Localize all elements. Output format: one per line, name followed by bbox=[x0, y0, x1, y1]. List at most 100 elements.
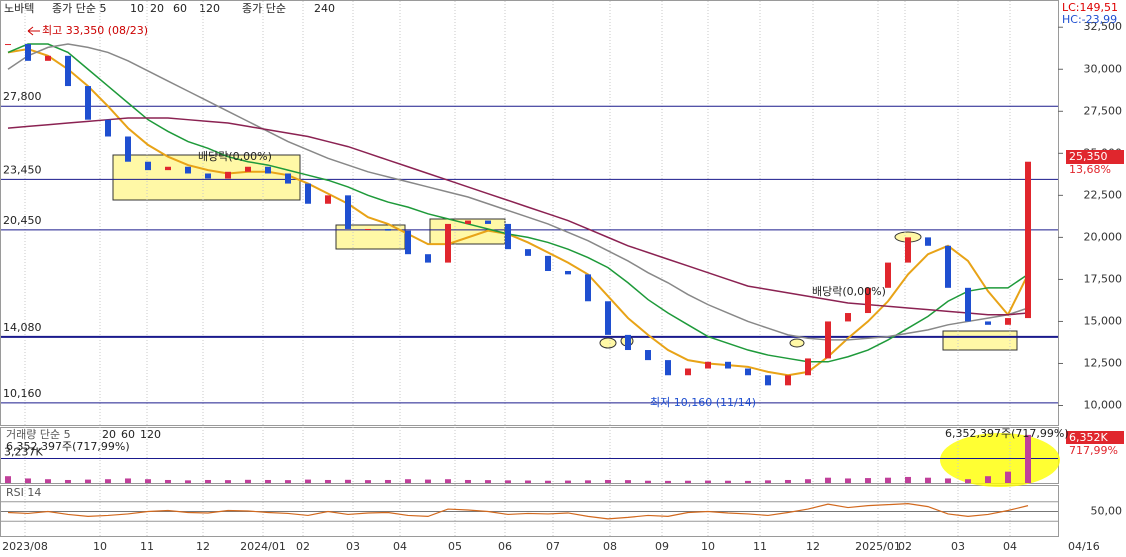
volume-bar bbox=[825, 477, 831, 483]
candle bbox=[665, 360, 671, 376]
x-tick-label: 10 bbox=[701, 540, 715, 553]
candle bbox=[925, 237, 931, 246]
x-tick-label: 09 bbox=[655, 540, 669, 553]
change: 13,68% bbox=[1069, 163, 1111, 176]
candle bbox=[265, 166, 271, 174]
volume-bar bbox=[985, 476, 991, 483]
candle bbox=[525, 249, 531, 256]
candle bbox=[905, 237, 911, 263]
candle bbox=[685, 368, 691, 376]
level-label: 14,080 bbox=[3, 321, 42, 334]
volume-badge bbox=[1066, 431, 1124, 444]
rsi-line bbox=[7, 503, 1029, 520]
volume-bar bbox=[365, 480, 371, 483]
level-label: 23,450 bbox=[3, 163, 42, 176]
candle bbox=[105, 119, 111, 137]
volume-period: 20 bbox=[102, 428, 116, 441]
candle bbox=[745, 368, 751, 376]
volume-bar bbox=[645, 480, 651, 483]
x-tick-label: 11 bbox=[753, 540, 767, 553]
rsi-header: RSI 14 bbox=[6, 486, 41, 499]
ma-line bbox=[7, 117, 1029, 316]
candle bbox=[825, 321, 831, 359]
x-tick-label: 04 bbox=[393, 540, 407, 553]
candle bbox=[165, 166, 171, 171]
volume-bar bbox=[745, 480, 751, 483]
volume-bar bbox=[525, 480, 531, 483]
volume-bar bbox=[45, 479, 51, 483]
candle bbox=[545, 255, 551, 272]
candle bbox=[945, 245, 951, 288]
candle bbox=[45, 55, 51, 61]
volume-bar bbox=[965, 479, 971, 483]
volume-bar bbox=[5, 476, 11, 483]
candle bbox=[445, 223, 451, 263]
volume-bar bbox=[265, 479, 271, 483]
x-tick-label: 05 bbox=[448, 540, 462, 553]
volume-bar bbox=[285, 480, 291, 483]
x-tick-label: 06 bbox=[498, 540, 512, 553]
x-tick-label: 03 bbox=[951, 540, 965, 553]
x-tick-label: 10 bbox=[93, 540, 107, 553]
x-tick-label: 2023/08 bbox=[2, 540, 48, 553]
volume-bar bbox=[565, 480, 571, 483]
candle bbox=[245, 166, 251, 172]
candle bbox=[25, 44, 31, 61]
legend-period: 240 bbox=[314, 2, 335, 15]
volume-bar bbox=[1025, 434, 1031, 483]
candle bbox=[365, 228, 371, 230]
volume-bar bbox=[925, 477, 931, 483]
candle bbox=[465, 220, 471, 224]
x-tick-label: 03 bbox=[346, 540, 360, 553]
candle bbox=[65, 55, 71, 87]
candle bbox=[385, 228, 391, 231]
legend-period: 120 bbox=[199, 2, 220, 15]
volume-bar bbox=[725, 480, 731, 483]
hc: HC:-23,99 bbox=[1062, 13, 1117, 26]
volume-bar bbox=[765, 480, 771, 483]
candle bbox=[225, 171, 231, 179]
candle bbox=[605, 301, 611, 335]
ex-div-note: 배당락(0,00%) bbox=[198, 150, 272, 163]
candle bbox=[5, 44, 11, 46]
candle bbox=[705, 361, 711, 369]
x-tick-label: 02 bbox=[296, 540, 310, 553]
legend-period: 60 bbox=[173, 2, 187, 15]
volume-bar bbox=[385, 479, 391, 483]
volume-bar bbox=[125, 478, 131, 483]
high-arrow bbox=[27, 26, 40, 36]
volume-bar bbox=[225, 480, 231, 483]
candle bbox=[145, 161, 151, 171]
panel-frames bbox=[0, 0, 1059, 537]
current-price: 25,350 bbox=[1069, 150, 1108, 163]
x-tick-label: 08 bbox=[603, 540, 617, 553]
low-note: 최저 10,160 (11/14) bbox=[650, 396, 756, 409]
candle bbox=[725, 361, 731, 369]
y-tick-label: 50,00 bbox=[1091, 505, 1123, 518]
high-note: 최고 33,350 (08/23) bbox=[42, 24, 148, 37]
y-tick-label: 10,000 bbox=[1084, 399, 1123, 412]
candle bbox=[585, 274, 591, 302]
candle bbox=[785, 375, 791, 386]
level-label: 20,450 bbox=[3, 214, 42, 227]
volume-bar bbox=[185, 480, 191, 483]
volume-bar bbox=[885, 477, 891, 483]
volume-bar bbox=[445, 479, 451, 483]
candle bbox=[85, 86, 91, 120]
volume-bar bbox=[245, 479, 251, 483]
legend-period: 20 bbox=[150, 2, 164, 15]
ma-line bbox=[7, 43, 1029, 363]
volume-bar bbox=[425, 479, 431, 483]
candle bbox=[185, 166, 191, 174]
volume-bar bbox=[25, 478, 31, 483]
volume-bar bbox=[325, 479, 331, 483]
x-tick-label: 04 bbox=[1003, 540, 1017, 553]
volume-bar bbox=[845, 478, 851, 483]
y-tick-label: 30,000 bbox=[1084, 62, 1123, 75]
volume-bar bbox=[685, 480, 691, 483]
volume-bar bbox=[105, 479, 111, 483]
x-tick-label: 11 bbox=[140, 540, 154, 553]
y-tick-label: 32,500 bbox=[1084, 20, 1123, 33]
lc: LC:149,51 bbox=[1062, 1, 1118, 14]
